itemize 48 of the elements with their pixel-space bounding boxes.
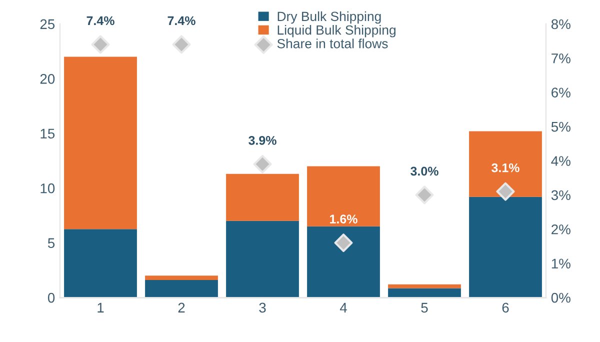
x-tick-label: 2 — [178, 302, 185, 312]
bar — [469, 131, 542, 197]
y-tick-label: 10 — [40, 183, 55, 194]
point — [496, 182, 515, 201]
bar — [469, 196, 542, 298]
y2-tick-label: 5% — [551, 122, 570, 132]
bar — [64, 56, 137, 230]
point — [253, 154, 272, 174]
y2-tick-label: 2% — [552, 224, 570, 234]
bar — [64, 229, 137, 298]
bar — [388, 284, 461, 288]
y2-tick-label: 8% — [551, 19, 570, 30]
x-tick-label: 4 — [340, 302, 347, 312]
x-tick-label: 5 — [421, 302, 428, 313]
legend-label: Share in total flows — [277, 38, 388, 48]
bar — [145, 280, 218, 298]
x-tick-label: 3 — [259, 302, 266, 313]
data-label: 1.6% — [330, 214, 358, 224]
y-tick-label: 0 — [48, 292, 55, 303]
bar — [307, 166, 380, 226]
point — [172, 35, 191, 54]
y2-tick-label: 1% — [552, 258, 570, 268]
point — [415, 186, 434, 204]
y2-tick-label: 7% — [552, 54, 570, 64]
bar — [226, 220, 299, 298]
y-tick-label: 20 — [40, 74, 55, 84]
point — [91, 35, 110, 54]
y-tick-label: 5 — [48, 238, 55, 248]
data-label: 7.4% — [168, 16, 196, 26]
data-label: 3.0% — [410, 166, 438, 176]
legend-label: Dry Bulk Shipping — [278, 11, 381, 24]
x-tick-label: 6 — [502, 302, 509, 313]
bar — [388, 288, 461, 298]
data-label: 3.9% — [248, 136, 276, 145]
point — [334, 234, 353, 252]
y-tick-label: 25 — [40, 19, 55, 30]
y2-tick-label: 3% — [551, 190, 570, 200]
bar — [226, 174, 299, 221]
x-tick-label: 1 — [98, 302, 104, 312]
y-tick-label: 15 — [40, 128, 55, 139]
bar — [145, 276, 218, 280]
y2-tick-label: 0% — [551, 292, 570, 303]
data-label: 7.4% — [86, 16, 114, 26]
legend-label: Liquid Bulk Shipping — [278, 25, 396, 38]
y2-tick-label: 6% — [552, 88, 570, 98]
data-label: 3.1% — [492, 163, 520, 172]
y2-tick-label: 4% — [551, 156, 570, 166]
bar — [307, 226, 380, 298]
